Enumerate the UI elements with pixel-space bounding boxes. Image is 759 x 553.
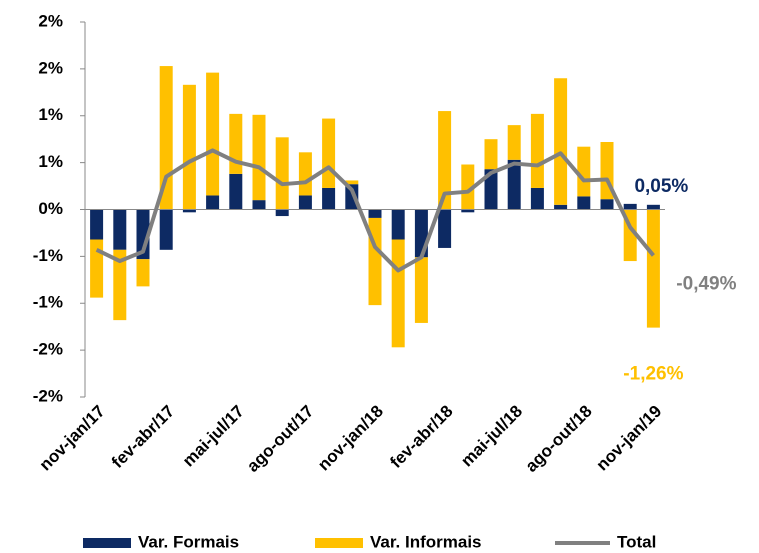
- bar: [275, 209, 289, 217]
- bar: [345, 180, 359, 185]
- bar: [507, 125, 521, 160]
- bar: [229, 113, 243, 174]
- bar: [391, 209, 405, 240]
- y-tick-label: 2%: [38, 11, 63, 30]
- line: [95, 148, 655, 273]
- bar: [600, 199, 614, 210]
- x-tick-label: ago-out/18: [522, 402, 596, 476]
- bar: [90, 209, 104, 240]
- y-tick-label: -1%: [33, 293, 63, 312]
- bar: [252, 114, 266, 201]
- bar: [646, 209, 660, 328]
- y-tick-label: 1%: [38, 105, 63, 124]
- bar: [113, 209, 127, 250]
- bar: [206, 72, 220, 196]
- bar: [438, 209, 452, 248]
- bar: [577, 146, 591, 197]
- value-label: -0,49%: [676, 273, 736, 294]
- bar: [623, 203, 637, 210]
- x-tick-label: mai-jul/17: [179, 402, 248, 471]
- value-label: -1,26%: [623, 364, 683, 385]
- bar: [438, 111, 452, 210]
- bar: [461, 209, 475, 213]
- bar: [322, 187, 336, 210]
- bar: [507, 159, 521, 210]
- value-label: 0,05%: [634, 176, 688, 197]
- bar: [159, 209, 173, 250]
- bar: [461, 164, 475, 210]
- bar: [530, 113, 544, 188]
- x-tick-label: fev-abr/18: [386, 402, 456, 472]
- legend-swatch: [83, 538, 131, 548]
- x-tick-label: fev-abr/17: [108, 402, 178, 472]
- bar: [206, 195, 220, 210]
- bar: [530, 187, 544, 210]
- bar: [646, 204, 660, 210]
- legend-label: Var. Formais: [138, 532, 239, 551]
- bar: [90, 239, 104, 298]
- bar: [368, 209, 382, 218]
- y-tick-label: -1%: [33, 246, 63, 265]
- bar: [182, 209, 196, 213]
- bar: [252, 200, 266, 210]
- bar: [113, 249, 127, 321]
- bar: [554, 204, 568, 210]
- x-tick-label: ago-out/17: [243, 402, 317, 476]
- legend-swatch: [315, 538, 363, 548]
- y-tick-label: -2%: [33, 386, 63, 405]
- bar: [229, 173, 243, 210]
- bar: [391, 239, 405, 348]
- y-tick-label: 0%: [38, 199, 63, 218]
- x-tick-label: nov-jan/19: [593, 402, 666, 475]
- bar: [182, 84, 196, 210]
- bar: [577, 196, 591, 210]
- legend-label: Total: [617, 532, 656, 551]
- bar: [298, 195, 312, 210]
- x-tick-label: mai-jul/18: [457, 402, 526, 471]
- bar: [136, 259, 150, 287]
- bar: [554, 78, 568, 205]
- bar: [484, 169, 498, 210]
- bar: [484, 139, 498, 170]
- bar: [275, 137, 289, 210]
- legend-label: Var. Informais: [370, 532, 482, 551]
- y-tick-label: 1%: [38, 152, 63, 171]
- x-tick-label: nov-jan/18: [314, 402, 387, 475]
- y-tick-label: 2%: [38, 58, 63, 77]
- bar: [298, 152, 312, 196]
- bar: [345, 184, 359, 210]
- x-tick-label: nov-jan/17: [36, 402, 109, 475]
- bar: [322, 118, 336, 188]
- bar: [414, 257, 428, 323]
- y-tick-label: -2%: [33, 340, 63, 359]
